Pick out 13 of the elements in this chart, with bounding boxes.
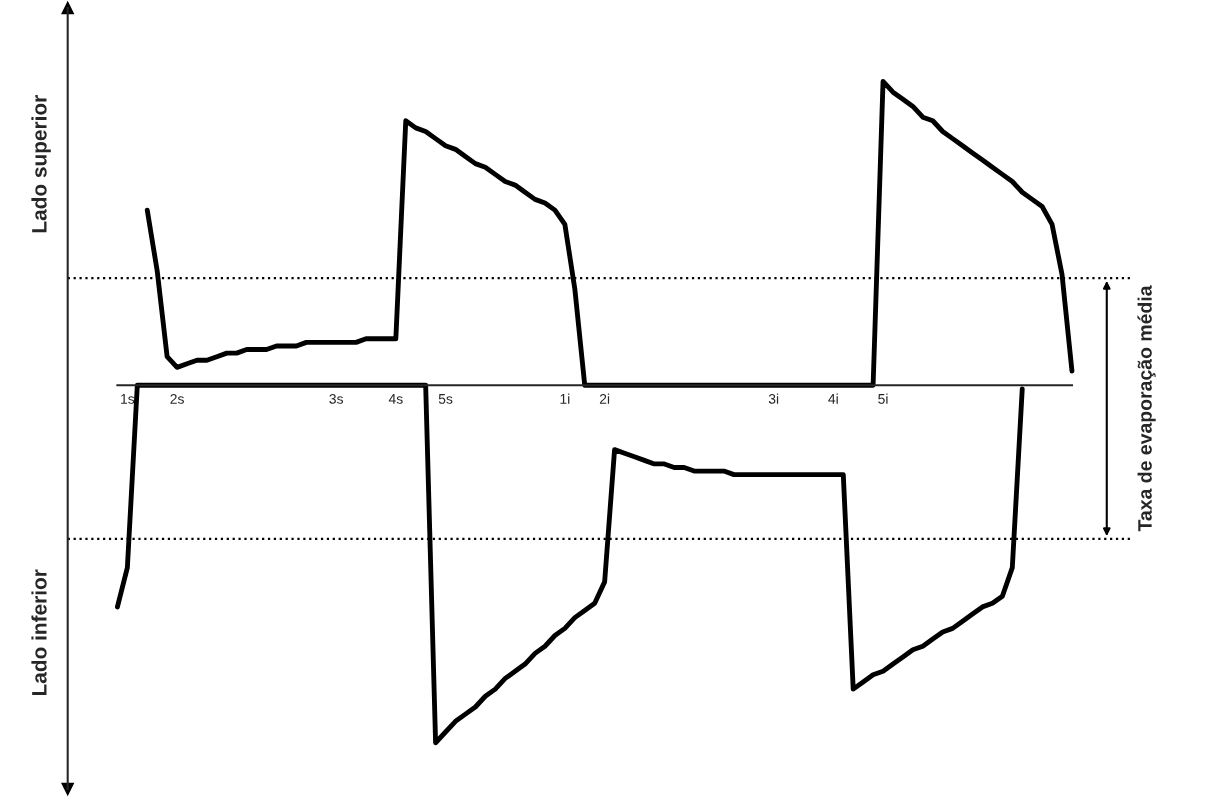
x-tick-label: 1s [121,394,135,404]
text: Taxa de evaporação média [1137,285,1156,532]
x-tick-label: 2s [170,393,184,404]
x-tick-label: 5s [438,394,453,404]
x-tick-label: 5i [878,393,888,404]
text: Lado inferior [31,569,47,696]
text: Lado superior [31,95,51,233]
x-tick-label: 4s [388,394,403,404]
x-tick-label: 2i [599,393,610,404]
x-tick-label: 3s [329,393,343,404]
x-tick-label: 4i [828,393,838,404]
x-tick-label: 1i [560,393,570,404]
x-tick-label: 3i [768,393,779,404]
